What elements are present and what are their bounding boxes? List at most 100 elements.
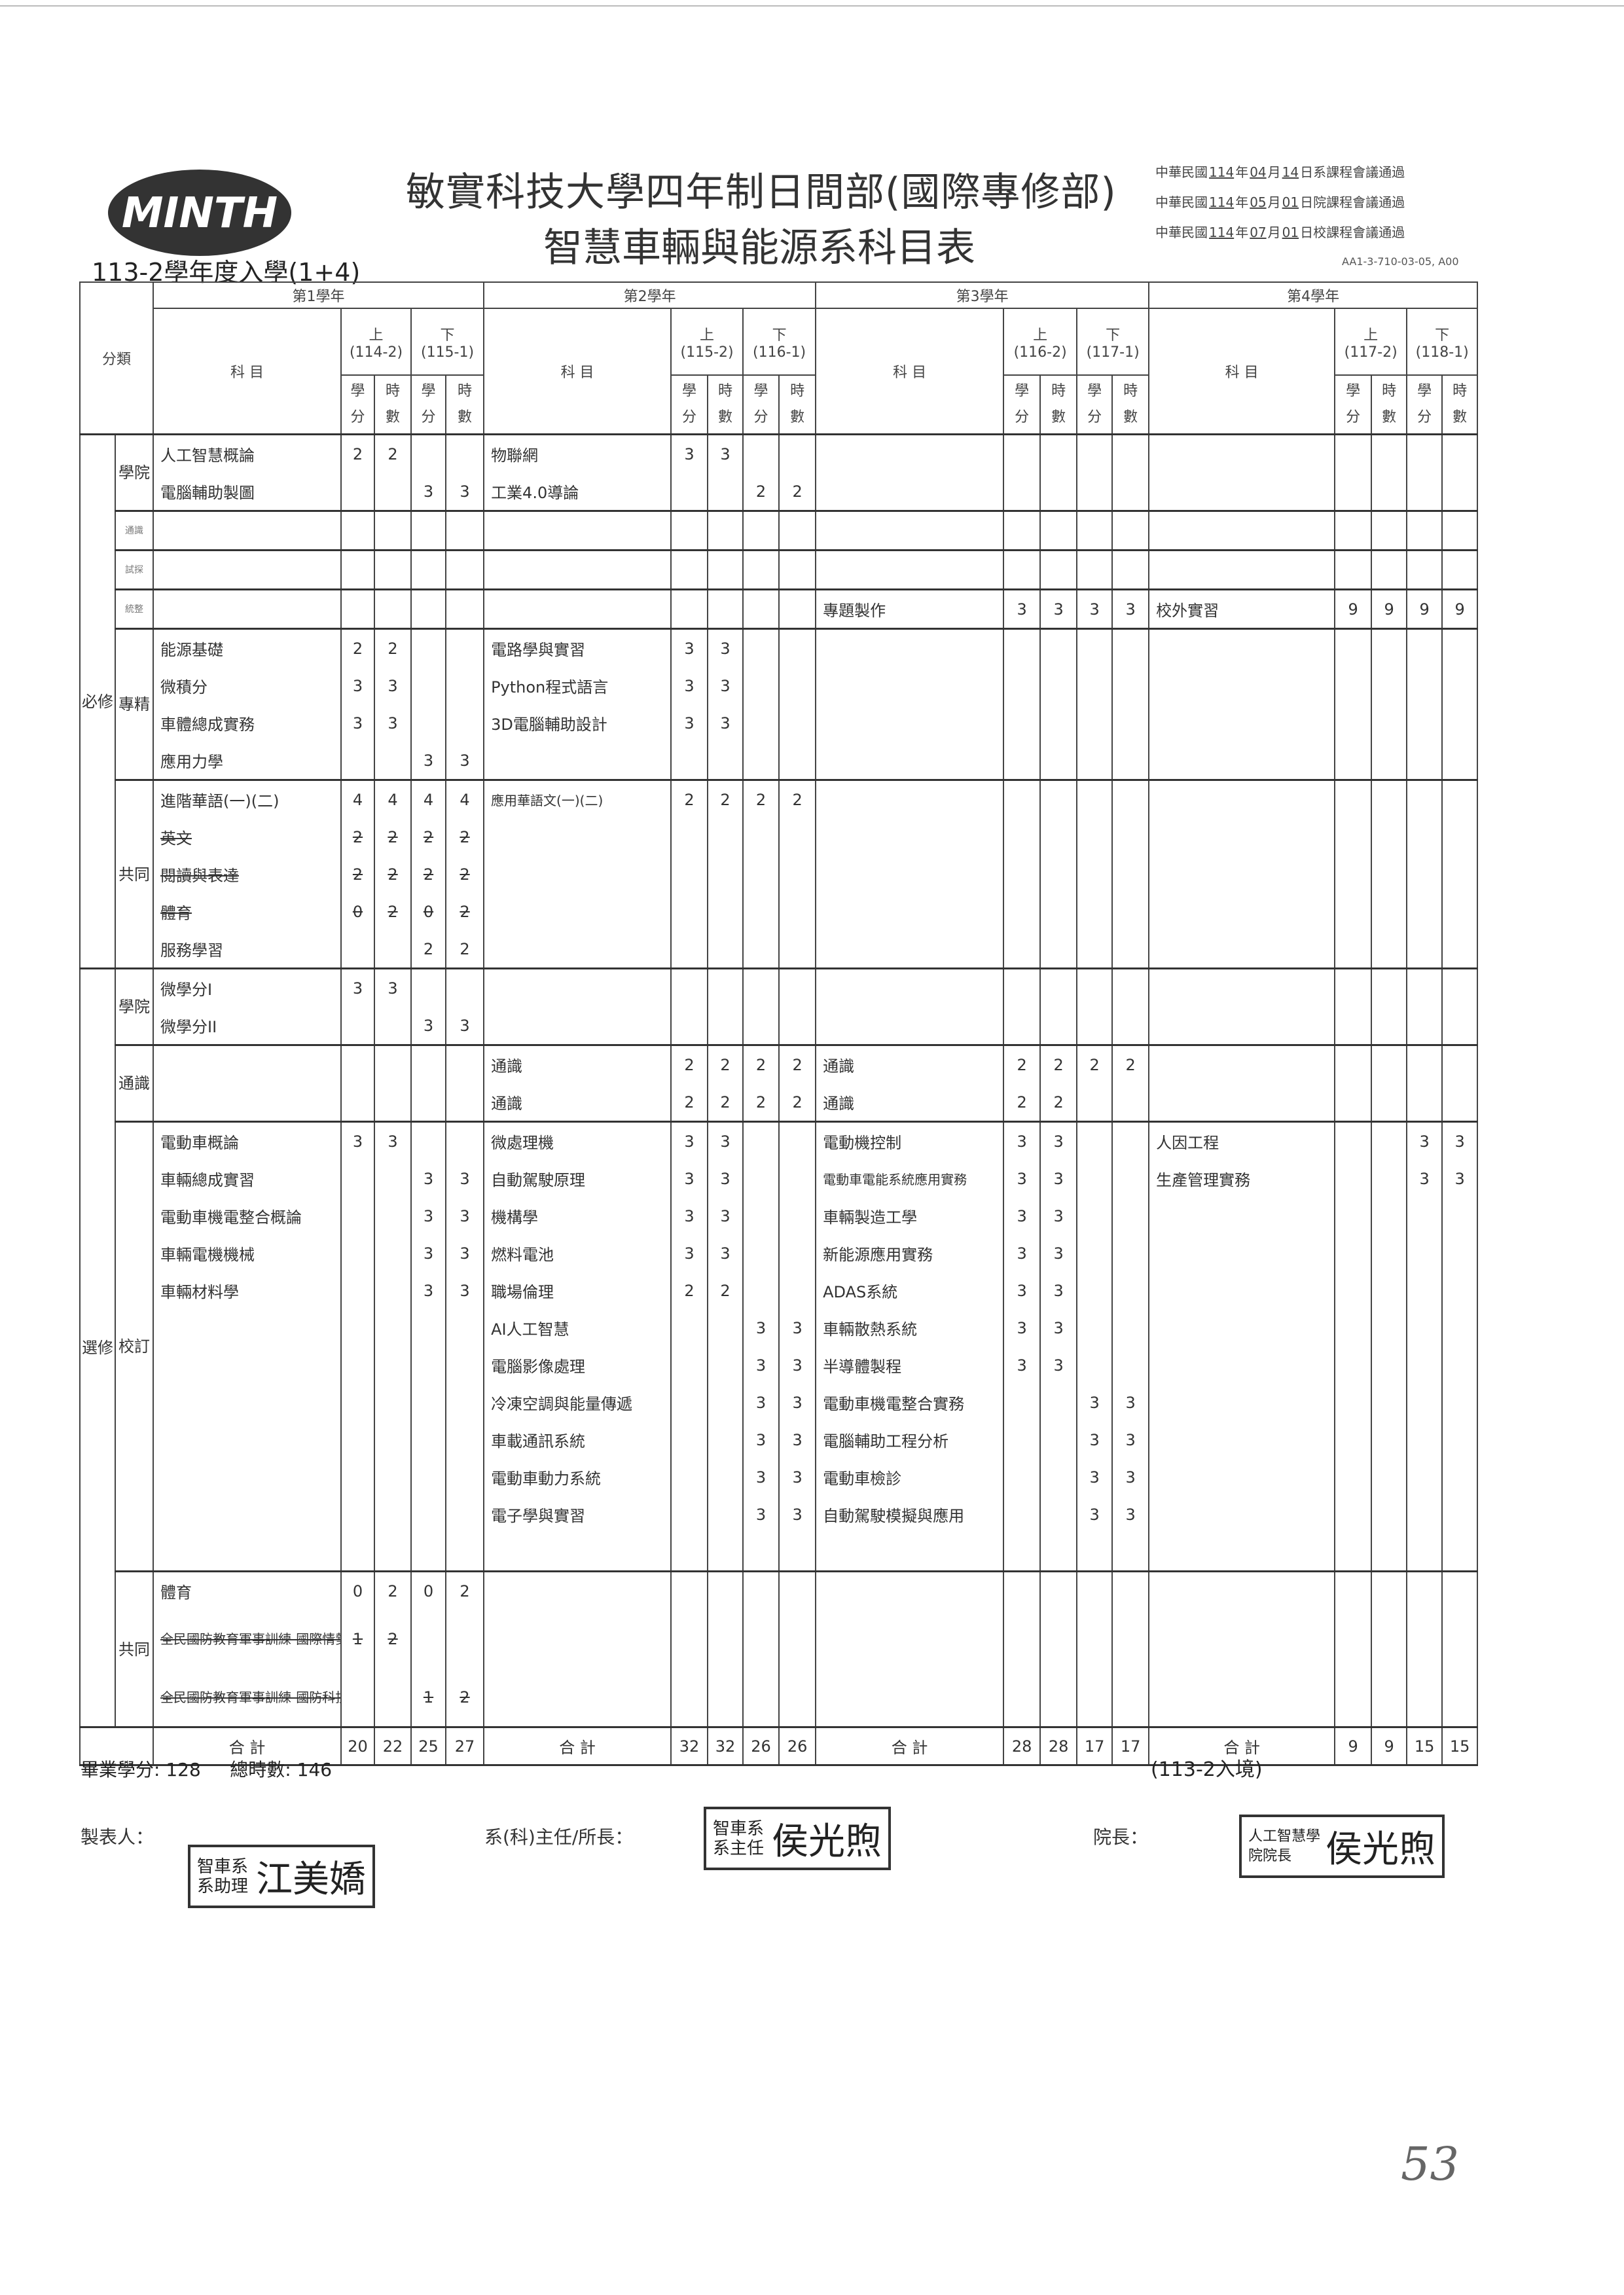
credit-cell: [742, 667, 780, 704]
hours-cell: [1441, 967, 1479, 1007]
credit-cell: [340, 1533, 376, 1572]
term-code: (115-1): [420, 344, 475, 361]
total-value: 15: [1441, 1726, 1479, 1766]
credit-cell: [1076, 1668, 1113, 1727]
course-name: 校外實習: [1148, 588, 1336, 629]
credit-cell: [1334, 1007, 1373, 1045]
hours-cell: [445, 1610, 485, 1668]
credit-cell: 3: [410, 1235, 447, 1272]
course-name: 全民國防教育軍事訓練-國防科技: [153, 1668, 342, 1727]
hours-cell: [1441, 628, 1479, 667]
credit-cell: [670, 1007, 709, 1045]
hours-cell: 3: [707, 1197, 744, 1235]
hours-cell: [374, 1044, 412, 1083]
hours-cell: [1371, 779, 1408, 818]
hours-cell: [1441, 1235, 1479, 1272]
hours-cell: [778, 1533, 817, 1572]
course-name: ADAS系統: [815, 1272, 1005, 1309]
credit-cell: [1406, 1570, 1443, 1610]
credit-cell: [1003, 930, 1041, 969]
term-half-label: 下: [440, 327, 455, 344]
course-name: [1148, 1458, 1336, 1496]
table-row: 專精 能源基礎 2 2 電路學與實習 3 3: [80, 628, 1479, 781]
credit-cell: [1076, 1083, 1113, 1122]
course-name: 人因工程: [1148, 1121, 1336, 1160]
credit-cell: [410, 549, 447, 590]
credit-cell: 2: [1003, 1083, 1041, 1122]
total-value: 32: [707, 1726, 744, 1766]
course-name: [153, 549, 342, 590]
credit-header: 學分: [1076, 374, 1113, 435]
hours-cell: 2: [374, 893, 412, 930]
course-name: [815, 1668, 1005, 1727]
credit-cell: [1076, 704, 1113, 742]
course-name: [1148, 1083, 1336, 1122]
hours-cell: 2: [374, 856, 412, 893]
credit-cell: [1334, 549, 1373, 590]
credit-cell: [340, 1384, 376, 1421]
hours-cell: 3: [778, 1458, 817, 1496]
credit-cell: [340, 1421, 376, 1458]
credit-cell: [1334, 930, 1373, 969]
hours-cell: [1371, 893, 1408, 930]
hours-cell: [1441, 1458, 1479, 1496]
credit-cell: [340, 1272, 376, 1309]
hours-cell: 3: [374, 967, 412, 1007]
hours-cell: 2: [445, 818, 485, 856]
credit-cell: [670, 967, 709, 1007]
course-name: [1148, 1346, 1336, 1384]
hours-cell: 3: [1111, 1421, 1150, 1458]
hours-cell: [1371, 967, 1408, 1007]
course-name: 自動駕駛原理: [483, 1160, 672, 1197]
credit-cell: 3: [1003, 1121, 1041, 1160]
hours-cell: [1371, 1083, 1408, 1122]
hours-cell: [1039, 1421, 1078, 1458]
table-row: 車載通訊系統 3 3 電腦輔助工程分析 3 3: [80, 1421, 1479, 1458]
credit-cell: 3: [340, 1121, 376, 1160]
hours-cell: 3: [707, 1160, 744, 1197]
credit-cell: [1003, 510, 1041, 551]
credit-cell: [742, 549, 780, 590]
course-name: 車輛散熱系統: [815, 1309, 1005, 1346]
hours-cell: [1039, 628, 1078, 667]
course-name: 電動車檢診: [815, 1458, 1005, 1496]
credit-cell: [1406, 1083, 1443, 1122]
credit-header: 學分: [1003, 374, 1041, 435]
hours-cell: [1441, 1272, 1479, 1309]
hours-cell: [374, 742, 412, 780]
term-code: (116-1): [753, 344, 806, 361]
course-name: [1148, 1309, 1336, 1346]
hours-cell: [1039, 1570, 1078, 1610]
hours-cell: [707, 1496, 744, 1533]
credit-cell: [1406, 1496, 1443, 1533]
course-name: [1148, 1421, 1336, 1458]
credit-cell: [1406, 1197, 1443, 1235]
hours-cell: 2: [445, 1668, 485, 1727]
credit-cell: [1003, 549, 1041, 590]
hours-header: 時數: [1441, 374, 1479, 435]
table-row: 英文 2 2 2 2: [80, 818, 1479, 856]
table-row: 共同 進階華語(一)(二) 4 4 4 4 應用華語文(一)(二) 2 2 2 2: [80, 779, 1479, 969]
credit-cell: 2: [670, 1044, 709, 1083]
hours-cell: [1371, 1496, 1408, 1533]
hours-cell: 2: [707, 1044, 744, 1083]
hours-cell: [778, 1197, 817, 1235]
course-name: [1148, 1044, 1336, 1083]
credit-cell: [742, 893, 780, 930]
hours-cell: [1111, 667, 1150, 704]
approval-notes: 中華民國 114 年 04 月 14 日系課程會議通過 中華民國 114 年 05 月 01 日院課程會…: [1155, 157, 1405, 247]
credit-cell: [1076, 1570, 1113, 1610]
course-name: 閱讀與表達: [153, 856, 342, 893]
hours-cell: [1371, 1458, 1408, 1496]
course-name: 車輛製造工學: [815, 1197, 1005, 1235]
hours-cell: 3: [707, 433, 744, 473]
subgroup-label: 學院: [114, 433, 154, 512]
credit-cell: [742, 1160, 780, 1197]
total-value: 26: [778, 1726, 817, 1766]
course-name: [815, 433, 1005, 473]
credit-cell: 3: [1003, 1197, 1041, 1235]
course-name: [1148, 473, 1336, 511]
credit-cell: 3: [340, 967, 376, 1007]
course-name: 工業4.0導論: [483, 473, 672, 511]
credit-cell: [340, 1668, 376, 1727]
